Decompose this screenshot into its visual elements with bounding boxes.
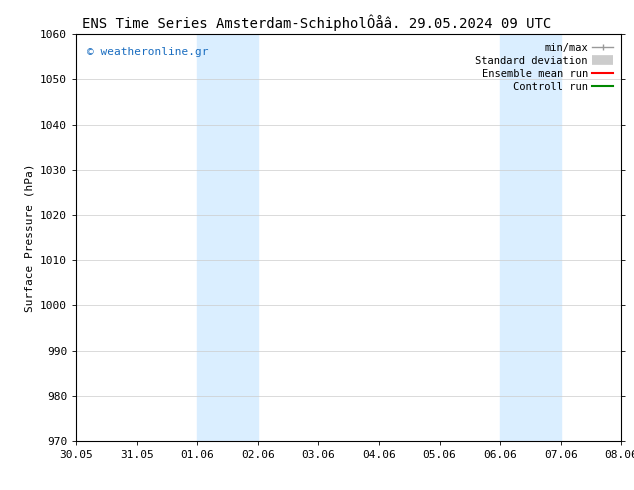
Text: © weatheronline.gr: © weatheronline.gr <box>87 47 209 56</box>
Text: ENS Time Series Amsterdam-Schiphol: ENS Time Series Amsterdam-Schiphol <box>82 17 367 31</box>
Text: Ôåâ. 29.05.2024 09 UTC: Ôåâ. 29.05.2024 09 UTC <box>367 17 552 31</box>
Bar <box>197 34 258 441</box>
Legend: min/max, Standard deviation, Ensemble mean run, Controll run: min/max, Standard deviation, Ensemble me… <box>472 40 616 95</box>
Y-axis label: Surface Pressure (hPa): Surface Pressure (hPa) <box>25 163 34 312</box>
Bar <box>500 34 560 441</box>
